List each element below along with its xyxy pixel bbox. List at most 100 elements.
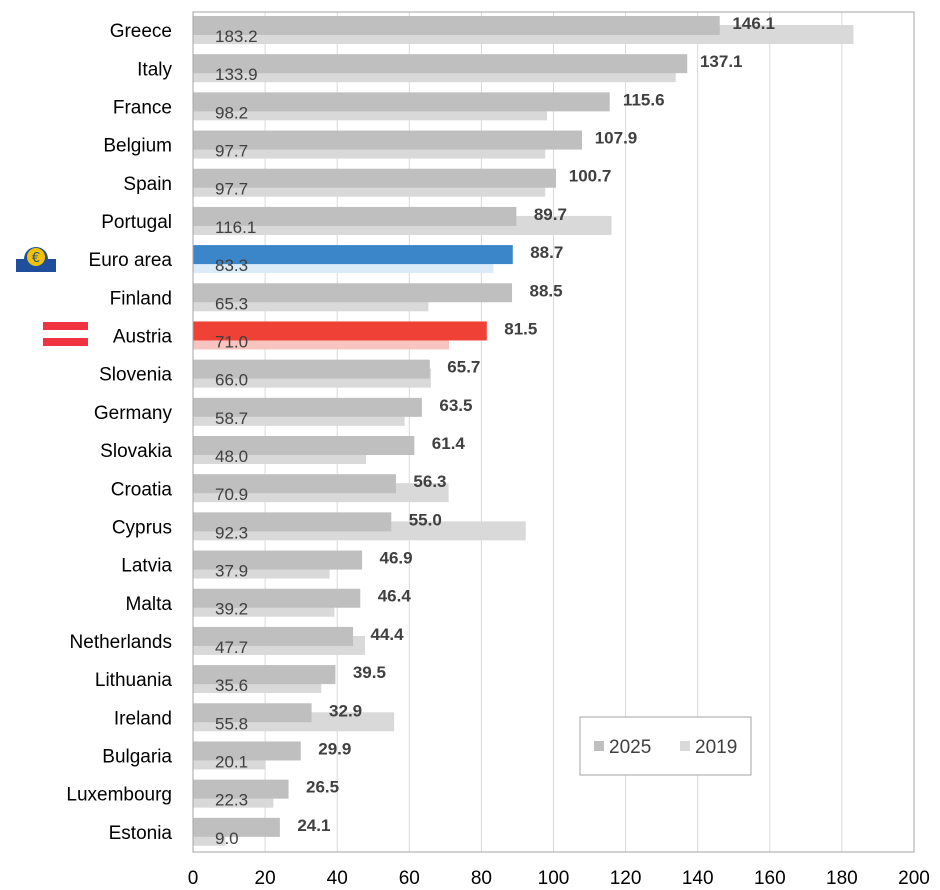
data-label-2019: 35.6 xyxy=(215,676,248,695)
bar-2025 xyxy=(193,588,361,608)
data-label-2025: 32.9 xyxy=(329,701,362,720)
data-label-2025: 46.9 xyxy=(380,549,413,568)
x-tick-label: 100 xyxy=(538,868,570,889)
data-label-2019: 65.3 xyxy=(215,294,248,313)
category-label: Malta xyxy=(126,594,173,615)
x-tick-label: 200 xyxy=(898,868,930,889)
x-tick-label: 40 xyxy=(327,868,348,889)
bar-2025 xyxy=(193,436,415,455)
data-label-2019: 22.3 xyxy=(215,791,248,810)
data-label-2025: 81.5 xyxy=(504,319,537,338)
x-tick-label: 60 xyxy=(399,868,420,889)
category-label: Belgium xyxy=(103,136,172,157)
data-label-2019: 97.7 xyxy=(215,180,248,199)
data-label-2025: 39.5 xyxy=(353,663,386,682)
data-label-2025: 24.1 xyxy=(297,816,330,835)
category-label: Croatia xyxy=(111,479,173,500)
data-label-2025: 55.0 xyxy=(409,510,442,529)
data-label-2019: 37.9 xyxy=(215,562,248,581)
category-label: Slovenia xyxy=(99,365,172,386)
legend-box xyxy=(579,716,752,776)
category-label: Latvia xyxy=(121,556,172,577)
category-label: Ireland xyxy=(114,708,172,729)
row-icons: € xyxy=(16,247,88,346)
bar-2025 xyxy=(193,397,422,417)
category-label: Lithuania xyxy=(95,670,173,691)
data-label-2025: 26.5 xyxy=(306,778,339,797)
data-label-2019: 71.0 xyxy=(215,332,248,351)
bar-2025 xyxy=(193,474,396,494)
data-label-2025: 100.7 xyxy=(569,167,612,186)
legend-swatch-2019 xyxy=(680,741,690,751)
x-tick-label: 140 xyxy=(682,868,714,889)
category-label: Italy xyxy=(137,59,172,80)
category-label: Spain xyxy=(123,174,172,195)
data-labels: 183.2 146.1 133.9 137.1 98.2 115.6 97.7 107.9 97… xyxy=(215,14,775,848)
x-tick-label: 120 xyxy=(610,868,642,889)
category-label: Bulgaria xyxy=(102,747,172,768)
category-label: France xyxy=(113,97,172,118)
data-label-2025: 29.9 xyxy=(318,739,351,758)
bar-2025 xyxy=(193,54,688,74)
bar-2025 xyxy=(193,550,363,570)
data-label-2025: 46.4 xyxy=(378,587,412,606)
data-label-2019: 55.8 xyxy=(215,714,248,733)
legend-label-2019: 2019 xyxy=(695,737,737,758)
data-label-2019: 48.0 xyxy=(215,447,248,466)
bar-2025 xyxy=(193,703,312,723)
plot-area-border xyxy=(192,11,915,853)
category-label: Finland xyxy=(110,288,172,309)
data-label-2019: 70.9 xyxy=(215,485,248,504)
bar-2025 xyxy=(193,283,513,303)
category-label: Slovakia xyxy=(100,441,172,462)
x-tick-labels: 0 20 40 60 80 100 120 140 160 180 200 xyxy=(188,868,930,889)
bar-2025 xyxy=(193,16,720,35)
category-label: Euro area xyxy=(89,250,173,271)
data-label-2025: 89.7 xyxy=(534,205,567,224)
data-label-2025: 146.1 xyxy=(732,14,775,33)
legend: 2025 2019 xyxy=(579,716,752,776)
bar-2025 xyxy=(193,817,280,837)
data-label-2025: 44.4 xyxy=(371,625,405,644)
data-label-2025: 88.7 xyxy=(530,243,563,262)
bar-2025 xyxy=(193,626,354,646)
data-label-2025: 56.3 xyxy=(413,472,446,491)
data-label-2019: 97.7 xyxy=(215,142,248,161)
category-label: Luxembourg xyxy=(66,785,172,806)
bar-2025 xyxy=(193,206,517,226)
svg-text:€: € xyxy=(32,251,40,266)
data-label-2025: 115.6 xyxy=(623,90,665,109)
category-label: Cyprus xyxy=(112,517,172,538)
bar-2025 xyxy=(193,92,610,112)
category-label: Estonia xyxy=(109,823,173,844)
bar-2025 xyxy=(193,168,557,188)
category-label: Austria xyxy=(113,327,173,348)
x-tick-label: 0 xyxy=(188,868,199,889)
data-label-2019: 98.2 xyxy=(215,103,248,122)
data-label-2019: 39.2 xyxy=(215,600,248,619)
bar-2025 xyxy=(193,130,582,150)
data-label-2019: 58.7 xyxy=(215,409,248,428)
data-label-2019: 133.9 xyxy=(215,65,258,84)
bar-2025 xyxy=(193,741,301,761)
bar-2025 xyxy=(193,779,289,799)
data-label-2019: 83.3 xyxy=(215,256,248,275)
bar-2025 xyxy=(193,245,513,265)
legend-label-2025: 2025 xyxy=(609,737,651,758)
category-label: Portugal xyxy=(101,212,172,233)
category-label: Greece xyxy=(110,21,172,42)
data-label-2019: 20.1 xyxy=(215,752,248,771)
data-label-2025: 107.9 xyxy=(595,129,638,148)
bar-2025 xyxy=(193,512,392,532)
category-label: Netherlands xyxy=(70,632,172,653)
data-label-2025: 61.4 xyxy=(432,434,466,453)
data-label-2019: 47.7 xyxy=(215,638,248,657)
data-label-2019: 66.0 xyxy=(215,371,248,390)
bar-2025 xyxy=(193,665,336,685)
data-label-2025: 65.7 xyxy=(447,358,480,377)
data-label-2019: 92.3 xyxy=(215,523,248,542)
legend-swatch-2025 xyxy=(594,741,604,751)
category-labels: Greece Italy France Belgium Spain Portugal Eur… xyxy=(66,21,172,844)
data-label-2025: 88.5 xyxy=(529,281,562,300)
data-label-2019: 116.1 xyxy=(215,218,256,237)
